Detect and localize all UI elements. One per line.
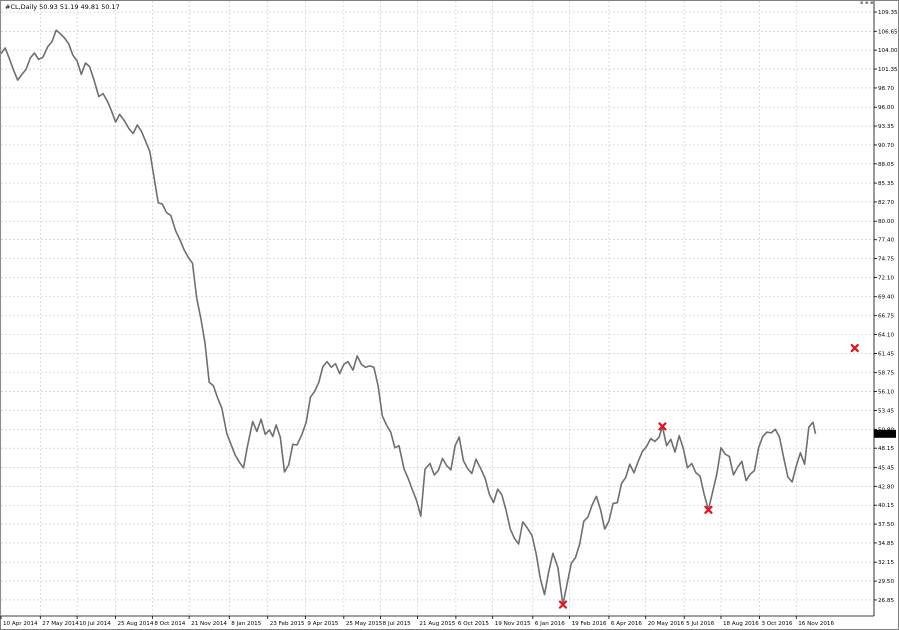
cross-marker-shape: [704, 505, 713, 514]
cross-marker: [558, 600, 568, 609]
last-price-label: 50.17: [876, 432, 892, 438]
y-tick-label: 104.00: [878, 48, 898, 54]
y-tick-label: 48.15: [878, 446, 894, 452]
x-tick-label: 9 Apr 2015: [307, 621, 338, 627]
x-tick-label: 27 May 2014: [42, 621, 79, 627]
y-tick-label: 101.35: [878, 67, 898, 73]
y-tick-label: 106.65: [878, 29, 898, 35]
x-tick-label: 8 Jul 2015: [383, 621, 412, 627]
y-tick-label: 37.50: [878, 522, 894, 528]
x-tick-label: 20 May 2016: [648, 621, 685, 627]
x-tick-label: 21 Aug 2015: [419, 621, 455, 627]
cross-marker-shape: [558, 600, 568, 609]
y-tick-label: 29.50: [878, 579, 894, 585]
price-series: [0, 29, 817, 606]
y-tick-label: 26.85: [878, 598, 894, 604]
cross-marker: [850, 343, 859, 353]
window-controls-dots: ▪ ▪ ▪: [860, 0, 873, 6]
y-tick-label: 85.35: [878, 181, 894, 187]
y-tick-label: 66.75: [878, 314, 894, 320]
x-tick-label: 18 Aug 2016: [723, 621, 759, 627]
y-tick-label: 56.10: [878, 390, 894, 396]
x-tick-label: 23 Feb 2015: [270, 621, 305, 627]
y-tick-label: 40.15: [878, 503, 894, 509]
y-tick-label: 77.40: [878, 238, 894, 244]
cross-marker: [658, 422, 667, 431]
y-tick-label: 74.75: [878, 257, 894, 263]
y-tick-label: 96.00: [878, 105, 894, 111]
x-tick-label: 25 May 2015: [346, 621, 383, 627]
y-tick-label: 98.70: [878, 86, 894, 92]
window-controls[interactable]: ▪ ▪ ▪: [860, 0, 873, 6]
x-tick-label: 10 Apr 2014: [3, 621, 38, 627]
symbol-info: #CL,Daily 50.93 51.19 49.81 50.17: [5, 3, 120, 11]
y-tick-label: 34.85: [878, 541, 894, 547]
x-tick-label: 8 Oct 2014: [154, 621, 185, 627]
markers: [558, 343, 859, 609]
time-scale: 10 Apr 2014 27 May 2014 10 Jul 2014 25 Aug …: [0, 616, 835, 627]
x-tick-label: 19 Feb 2016: [572, 621, 607, 627]
y-tick-label: 64.10: [878, 333, 894, 339]
cross-marker-shape: [658, 422, 667, 431]
last-price-tag-bg: [874, 429, 896, 438]
y-tick-label: 82.70: [878, 200, 894, 206]
y-tick-label: 69.40: [878, 295, 894, 301]
y-tick-label: 32.15: [878, 560, 894, 566]
price-line: [0, 29, 817, 606]
x-tick-label: 16 Nov 2016: [798, 621, 834, 627]
y-tick-label: 58.75: [878, 371, 894, 377]
y-tick-label: 53.45: [878, 408, 894, 414]
y-tick-label: 80.00: [878, 219, 894, 225]
y-tick-label: 88.05: [878, 162, 894, 168]
y-tick-label: 72.10: [878, 276, 894, 282]
y-tick-label: 42.80: [878, 484, 894, 490]
x-tick-label: 5 Jul 2016: [686, 621, 715, 627]
x-tick-label: 21 Nov 2014: [191, 621, 227, 627]
x-tick-label: 6 Oct 2015: [458, 621, 489, 627]
y-tick-label: 109.35: [878, 10, 898, 16]
y-tick-label: 90.70: [878, 143, 894, 149]
x-tick-label: 6 Jan 2016: [535, 621, 565, 627]
x-tick-label: 10 Jul 2014: [79, 621, 111, 627]
cross-marker-shape: [850, 343, 859, 353]
grid: [0, 1, 874, 616]
last-price-tag: 50.17: [874, 429, 896, 438]
x-tick-label: 25 Aug 2014: [118, 621, 154, 627]
x-tick-label: 3 Oct 2016: [761, 621, 792, 627]
x-tick-label: 19 Nov 2015: [495, 621, 531, 627]
y-tick-label: 93.35: [878, 124, 894, 130]
x-tick-label: 8 Jan 2015: [231, 621, 261, 627]
y-tick-label: 61.45: [878, 351, 894, 357]
y-tick-label: 45.45: [878, 465, 894, 471]
cross-marker: [704, 505, 713, 514]
x-tick-label: 6 Apr 2016: [611, 621, 642, 627]
